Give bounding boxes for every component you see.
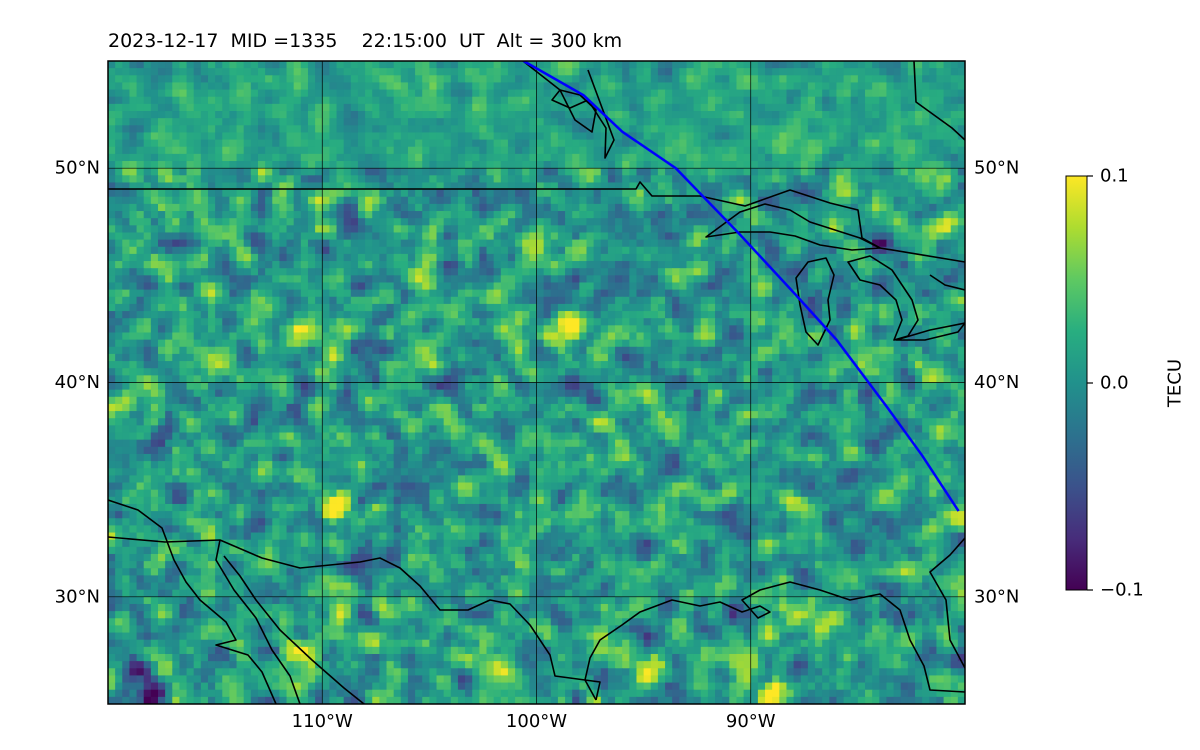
hudson-bay-inner (559, 89, 597, 133)
lake-superior (705, 203, 881, 251)
graticule (108, 61, 965, 704)
lat-tick-label: 50°N (974, 158, 1019, 179)
axis-ticks: 30°N 30°N 40°N 40°N 50°N 50°N 110°W 100°W 90°W (55, 158, 1020, 732)
colorbar-label: TECU (1165, 359, 1186, 408)
gulf-coast (584, 581, 965, 701)
us-mexico-border (108, 536, 601, 701)
lake-michigan (795, 257, 835, 346)
plot-title: 2023-12-17 MID =1335 22:15:00 UT Alt = 3… (108, 30, 623, 52)
gulf-california-inner (223, 555, 365, 704)
colorbar-tick-label: 0.1 (1100, 166, 1129, 187)
lat-tick-label: 30°N (55, 586, 100, 607)
baja-coast (108, 499, 277, 704)
colorbar-gradient (1065, 175, 1088, 591)
mexico-west-coast (215, 539, 301, 704)
lon-tick-label: 100°W (506, 711, 567, 732)
atlantic-coast (929, 537, 965, 669)
lat-tick-label: 40°N (55, 372, 100, 393)
lon-tick-label: 90°W (726, 711, 776, 732)
colorbar-ticks: 0.1 0.0 −0.1 (1087, 166, 1144, 601)
satellite-track (522, 61, 960, 512)
hudson-bay-east (913, 61, 965, 141)
map-frame (107, 60, 966, 705)
lat-tick-label: 50°N (55, 158, 100, 179)
lon-tick-label: 110°W (292, 711, 353, 732)
tec-raster (108, 61, 965, 704)
lat-tick-label: 30°N (974, 586, 1019, 607)
colorbar-tick-label: 0.0 (1100, 373, 1129, 394)
coastlines (108, 61, 965, 704)
lat-tick-label: 40°N (974, 372, 1019, 393)
lake-erie (895, 322, 965, 341)
lake-ontario (929, 274, 965, 291)
colorbar-tick-label: −0.1 (1100, 580, 1144, 601)
colorbar: 0.1 0.0 −0.1 TECU (1065, 166, 1186, 601)
